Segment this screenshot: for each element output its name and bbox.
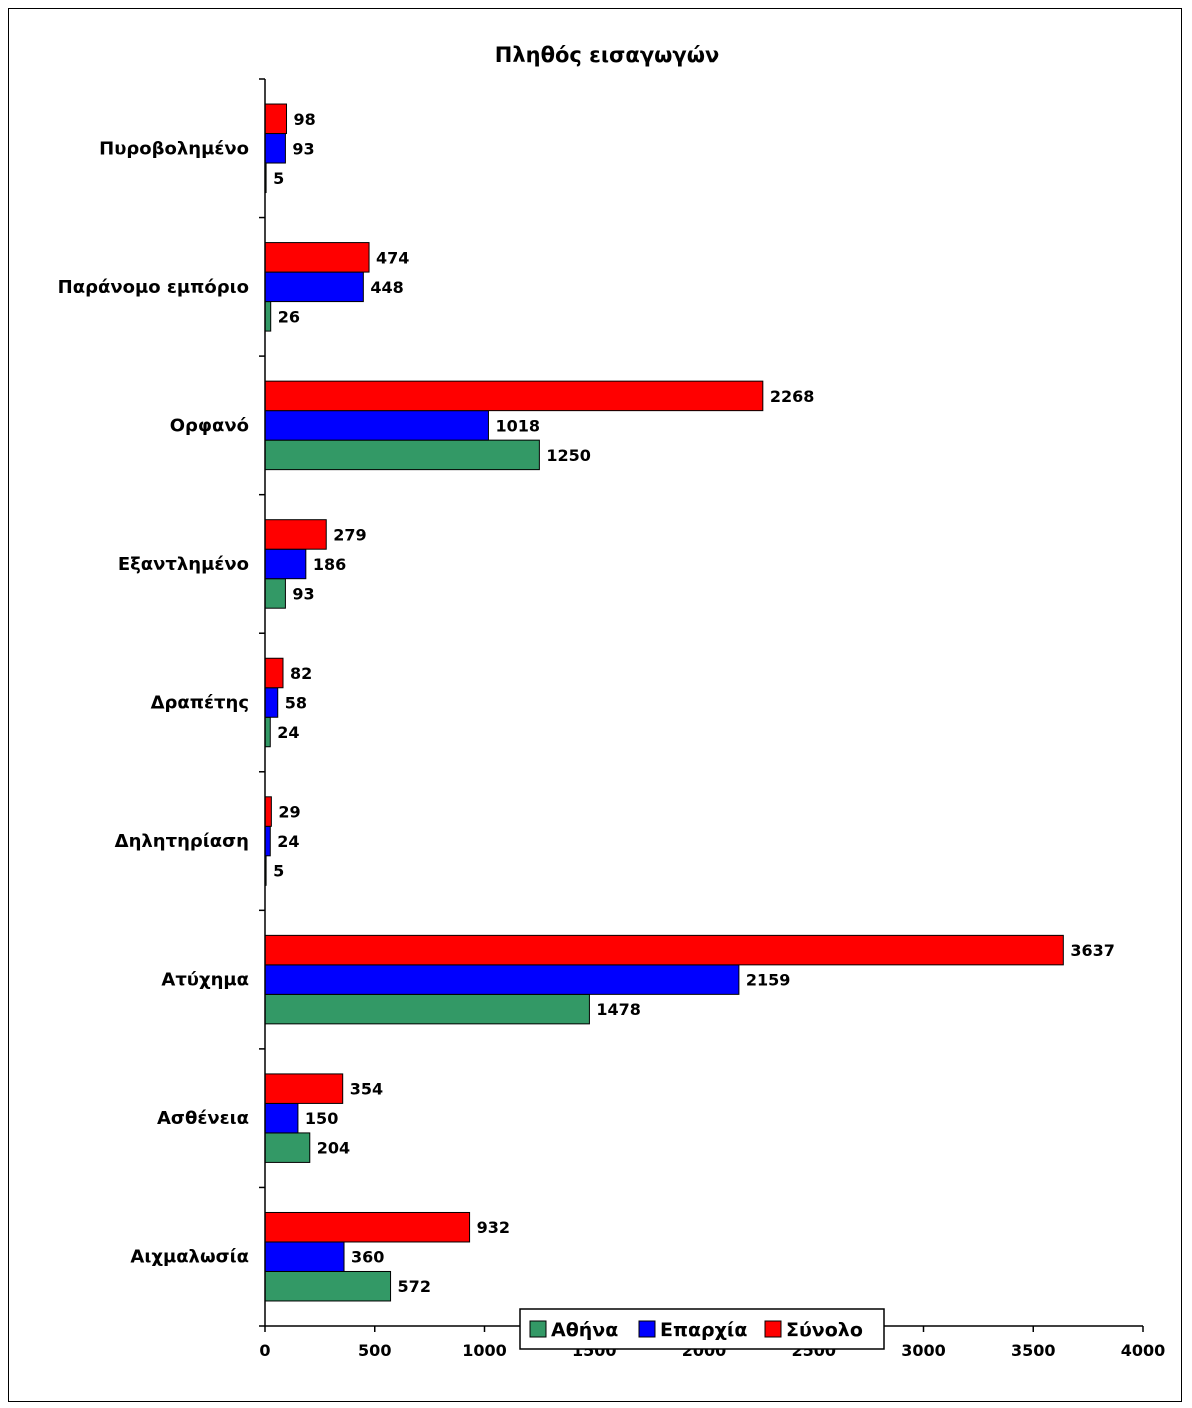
category-label: Ατύχημα [161,970,249,991]
x-tick-label: 500 [358,1341,391,1360]
bar-αθήνα-ατύχημα [264,993,590,1025]
data-label: 1478 [596,1000,641,1019]
bar-αθήνα-δραπέτης [264,716,271,748]
bar-αθήνα-παράνομο-εμπόριο [264,301,272,332]
bar-επαρχία-ορφανό [264,410,489,441]
bar-επαρχία-αιχμαλωσία [264,1241,345,1272]
data-label: 3637 [1070,941,1115,960]
data-label: 5 [273,862,284,881]
x-tick-label: 4000 [1121,1341,1166,1360]
data-label: 98 [294,110,316,129]
plot-area: 572 360 932 204 150 354 1478 2159 3637 5 24 29 24 58 8… [264,103,1115,1302]
bar-σύνολο-δηλητηρίαση [264,796,272,827]
bar-επαρχία-ατύχημα [264,964,740,995]
data-label: 474 [376,248,409,267]
legend-box [519,1308,885,1350]
data-label: 29 [278,803,300,822]
category-label: Εξαντλημένο [118,554,249,575]
data-label: 279 [333,525,366,544]
data-label: 24 [277,832,299,851]
data-label: 360 [351,1248,384,1267]
bar-σύνολο-ατύχημα [264,934,1064,966]
x-tick-label: 3000 [901,1341,946,1360]
x-tick-label: 0 [259,1341,270,1360]
data-label: 93 [292,584,314,603]
data-label: 26 [278,307,300,326]
data-label: 5 [273,169,284,188]
bar-επαρχία-εξαντλημένο [264,548,307,580]
chart-title: Πληθός εισαγωγών [495,43,720,67]
data-label: 2268 [770,387,815,406]
data-label: 1250 [546,446,591,465]
data-label: 150 [305,1109,338,1128]
bar-αθήνα-ορφανό [264,439,540,471]
category-label: Πυροβολημένο [99,138,249,159]
bar-επαρχία-δραπέτης [264,687,279,718]
legend-swatch-σύνολο [764,1320,782,1338]
data-label: 82 [290,664,312,683]
bar-σύνολο-ασθένεια [264,1073,344,1104]
data-label: 448 [370,278,403,297]
bar-σύνολο-πυροβολημένο [264,103,288,135]
data-label: 1018 [495,416,540,435]
data-label: 186 [313,555,346,574]
category-label: Ασθένεια [157,1108,249,1129]
bar-επαρχία-παράνομο-εμπόριο [264,271,364,303]
data-label: 932 [477,1218,510,1237]
bar-σύνολο-παράνομο-εμπόριο [264,242,370,273]
bar-αθήνα-ασθένεια [264,1132,311,1163]
data-label: 58 [285,694,307,713]
data-label: 24 [277,723,299,742]
bar-επαρχία-δηλητηρίαση [264,825,271,857]
legend-label: Επαρχία [660,1319,747,1341]
bar-αθήνα-εξαντλημένο [264,578,286,609]
category-label: Παράνομο εμπόριο [58,277,249,298]
category-label: Δραπέτης [151,693,249,714]
data-label: 204 [317,1139,350,1158]
axes: Αιχμαλωσία Ασθένεια Ατύχημα Δηλητηρίαση Δραπ… [58,78,1166,1360]
legend: Αθήνα Επαρχία Σύνολο [519,1308,885,1350]
category-label: Δηλητηρίαση [115,831,249,852]
bar-σύνολο-ορφανό [264,380,764,412]
bar-σύνολο-δραπέτης [264,657,284,689]
data-label: 93 [292,139,314,158]
bar-επαρχία-ασθένεια [264,1102,299,1134]
category-label: Ορφανό [170,415,249,436]
category-label: Αιχμαλωσία [130,1247,249,1268]
x-tick-label: 1000 [462,1341,507,1360]
bar-σύνολο-αιχμαλωσία [264,1211,471,1243]
legend-label: Σύνολο [786,1319,863,1341]
chart-frame: Πληθός εισαγωγών 572 360 932 204 150 354 1478 2… [8,8,1182,1402]
bar-αθήνα-αιχμαλωσία [264,1270,392,1302]
legend-swatch-αθήνα [529,1320,547,1338]
legend-swatch-επαρχία [638,1320,656,1338]
legend-label: Αθήνα [551,1319,618,1341]
data-label: 354 [350,1080,383,1099]
data-label: 572 [398,1277,431,1296]
bar-chart: Πληθός εισαγωγών 572 360 932 204 150 354 1478 2… [58,43,1166,1360]
x-tick-label: 3500 [1011,1341,1056,1360]
bar-επαρχία-πυροβολημένο [264,133,286,164]
data-label: 2159 [746,971,791,990]
bar-σύνολο-εξαντλημένο [264,519,327,550]
